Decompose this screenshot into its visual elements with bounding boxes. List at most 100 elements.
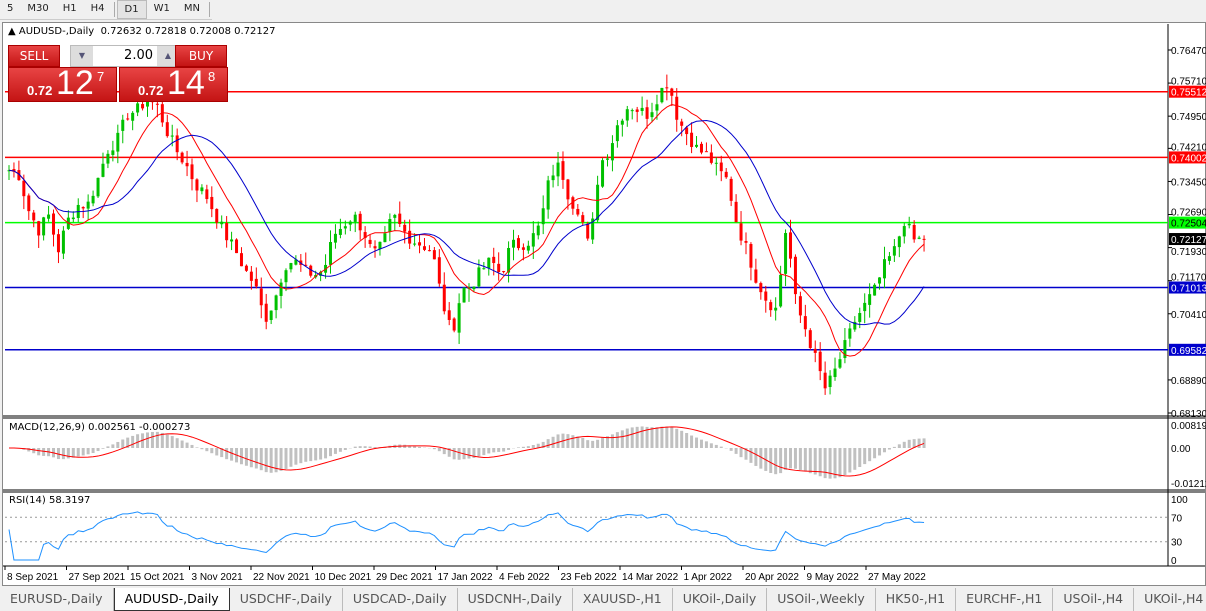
chart-tab[interactable]: XAUUSD-,H1 [573,588,673,611]
candle-body [615,125,619,142]
rsi-line [8,511,925,561]
symbol-label: AUDUSD-,Daily [18,26,95,37]
candle-body [784,232,788,274]
candle-body [699,143,703,153]
candle-body [670,88,674,96]
candle-body [126,118,130,120]
candle-body [239,253,243,267]
tf-mn[interactable]: MN [183,3,200,14]
horizontal-line-price: 0.72504 [1171,219,1206,230]
candle-body [863,302,867,312]
candle-body [86,201,90,209]
candle-body [675,96,679,120]
price-label-bg [1169,343,1206,356]
time-tick-label: 15 Oct 2021 [130,572,185,583]
tf-5[interactable]: 5 [7,3,14,14]
buy-price-button[interactable]: 0.72 14 8 [119,64,228,102]
chart-tab[interactable]: EURCHF-,H1 [956,588,1054,611]
candle-body [210,196,214,210]
tf-m30[interactable]: M30 [27,3,49,14]
candle-body [749,244,753,268]
sell-price-button[interactable]: 0.72 12 7 [8,64,117,102]
candle-body [111,150,115,155]
candle-body [828,375,832,388]
candle-body [363,232,367,239]
candle-body [566,179,570,200]
candle-body [333,233,337,243]
candle-body [427,250,431,252]
candle-body [175,135,179,153]
chart-tab[interactable]: USDCAD-,Daily [343,588,458,611]
current-price-bg [1169,233,1206,246]
candle-body [848,328,852,339]
candle-body [803,316,807,330]
candle-body [526,245,530,251]
price-tick-label: 0.71930 [1171,247,1206,258]
candle-body [907,223,911,226]
candle-body [521,247,525,250]
candle-body [27,195,31,212]
candle-body [719,162,723,172]
tf-w1[interactable]: W1 [153,3,170,14]
candle-body [601,160,605,187]
chart-tab[interactable]: UKOil-,H4 [1134,588,1206,611]
candle-body [739,223,743,241]
candle-body [660,87,664,103]
candle-body [155,103,159,105]
macd-signal-line [8,426,925,477]
timeframe-toolbar: 5 M30 H1 H4 D1 W1 MN [0,0,212,20]
candle-body [902,226,906,237]
lot-size-stepper[interactable]: ▼ 2.00 ▲ [70,45,180,67]
candle-body [813,348,817,353]
sell-button[interactable]: SELL [8,45,60,67]
price-tick-label: 0.74210 [1171,142,1206,153]
candle-body [516,238,520,249]
chart-tab[interactable]: USOil-,Weekly [767,588,876,611]
buy-price-prefix: 0.72 [138,83,164,98]
price-tick-label: 0.75710 [1171,77,1206,88]
tf-d1[interactable]: D1 [116,0,147,19]
candle-body [131,112,135,121]
candle-body [507,247,511,273]
sell-price-big: 12 [56,64,94,102]
decrease-lot-icon[interactable]: ▼ [71,46,93,66]
time-tick-label: 4 Feb 2022 [499,572,550,583]
candle-body [729,178,733,201]
candle-body [254,278,258,287]
candle-body [779,274,783,307]
chart-tab[interactable]: USOil-,H4 [1053,588,1135,611]
time-tick-label: 9 May 2022 [807,572,860,583]
candle-body [230,239,234,242]
time-tick-label: 10 Dec 2021 [315,572,372,583]
candle-body [897,236,901,248]
candle-body [704,151,708,153]
candle-body [422,246,426,250]
chart-tab[interactable]: EURUSD-,Daily [0,588,114,611]
chart-tab[interactable]: USDCNH-,Daily [458,588,573,611]
candle-body [759,283,763,293]
tf-h4[interactable]: H4 [90,3,105,14]
candle-body [734,201,738,223]
candle-body [264,303,268,322]
buy-button[interactable]: BUY [175,45,227,67]
lot-size-input[interactable]: 2.00 [124,48,153,63]
candle-body [541,208,545,225]
tf-h1[interactable]: H1 [62,3,77,14]
macd-axis-label: -0.01212 [1171,479,1206,490]
candle-body [823,372,827,389]
chart-tab[interactable]: HK50-,H1 [876,588,957,611]
candle-body [620,120,624,125]
candle-body [882,259,886,279]
chart-tab[interactable]: AUDUSD-,Daily [113,588,230,611]
increase-lot-icon[interactable]: ▲ [157,46,179,66]
candle-body [536,225,540,236]
chart-tab[interactable]: UKOil-,Daily [673,588,768,611]
price-tick-label: 0.73450 [1171,177,1206,188]
candle-body [487,257,491,269]
candle-body [32,212,36,221]
candle-body [145,101,149,107]
horizontal-line-price: 0.69582 [1171,346,1206,357]
candle-body [492,256,496,264]
chart-tab[interactable]: USDCHF-,Daily [230,588,343,611]
